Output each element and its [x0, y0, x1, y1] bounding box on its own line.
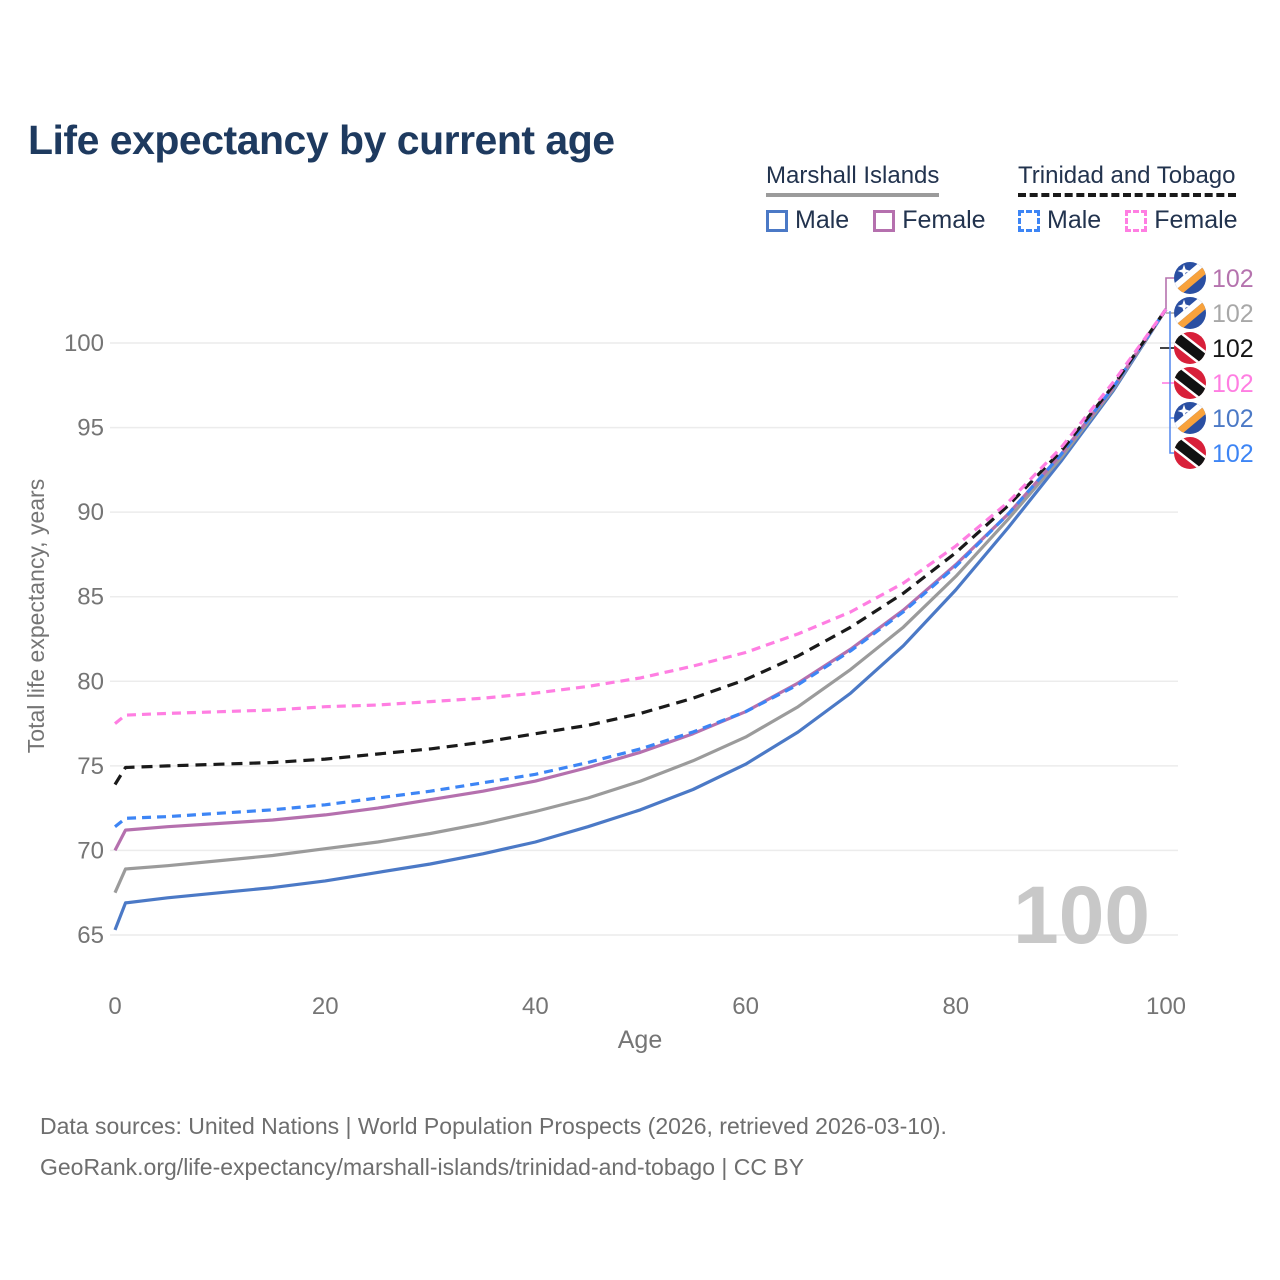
series-line-marshall-both — [113, 308, 1168, 894]
legend-group-marshall-islands: Marshall Islands Male Female — [766, 162, 986, 235]
legend-swatch-trinidad-male-icon — [1018, 209, 1040, 232]
legend-item-marshall-male[interactable]: Male — [766, 206, 849, 235]
flag-marshall-islands-icon — [1174, 297, 1206, 329]
hover-age-watermark: 100 — [1013, 870, 1150, 961]
y-tick-label: 80 — [77, 668, 104, 695]
chart-footer: Data sources: United Nations | World Pop… — [40, 1106, 1190, 1188]
legend-items-trinidad: Male Female — [1018, 206, 1238, 235]
y-tick-label: 70 — [77, 837, 104, 864]
endpoint-value-label-trinidad-female: 102 — [1212, 370, 1254, 398]
series-line-trinidad-both — [113, 308, 1168, 786]
flag-trinidad-tobago-icon — [1174, 367, 1206, 399]
flag-trinidad-tobago-icon — [1174, 332, 1206, 364]
flag-marshall-islands-icon — [1174, 402, 1206, 434]
connector-male-bracket — [1169, 311, 1174, 454]
y-tick-label: 65 — [77, 922, 104, 949]
chart-canvas: 65 70 75 80 85 90 95 100 100 0 20 40 60 80 100 Age Total… — [23, 262, 1254, 1054]
series-line-marshall-male — [113, 308, 1168, 931]
series-line-trinidad-female — [113, 308, 1168, 725]
endpoint-value-label-trinidad-male: 102 — [1212, 440, 1254, 468]
legend-header-marshall-islands[interactable]: Marshall Islands — [766, 162, 940, 198]
legend-item-trinidad-male[interactable]: Male — [1018, 206, 1101, 235]
legend-item-trinidad-female[interactable]: Female — [1125, 206, 1238, 235]
legend-header-trinidad-tobago[interactable]: Trinidad and Tobago — [1018, 162, 1236, 198]
legend-item-label: Female — [1154, 206, 1238, 235]
endpoint-value-label-marshall-both: 102 — [1212, 300, 1254, 328]
y-tick-label: 75 — [77, 753, 104, 780]
endpoint-value-label-marshall-female: 102 — [1212, 265, 1254, 293]
flag-trinidad-tobago-icon — [1174, 437, 1206, 469]
y-tick-label: 100 — [64, 330, 104, 357]
legend-group-trinidad-tobago: Trinidad and Tobago Male Female — [1018, 162, 1238, 235]
page-title: Life expectancy by current age — [28, 117, 615, 164]
y-tick-label: 90 — [77, 499, 104, 526]
legend-item-label: Female — [902, 206, 986, 235]
legend-swatch-trinidad-female-icon — [1125, 209, 1148, 232]
x-tick-label: 40 — [522, 993, 549, 1020]
endpoint-value-label-marshall-male: 102 — [1212, 405, 1254, 433]
x-tick-label: 0 — [108, 993, 121, 1020]
y-tick-label: 95 — [77, 415, 104, 442]
series-line-marshall-female — [113, 308, 1168, 852]
legend-item-marshall-female[interactable]: Female — [873, 206, 986, 235]
flag-marshall-islands-icon — [1174, 262, 1206, 294]
x-tick-label: 80 — [942, 993, 969, 1020]
legend-swatch-marshall-male-icon — [766, 209, 788, 232]
endpoint-value-label-trinidad-both: 102 — [1212, 335, 1254, 363]
y-axis-title: Total life expectancy, years — [23, 479, 49, 753]
x-tick-label: 100 — [1146, 993, 1186, 1020]
connector-marshall-female — [1165, 277, 1174, 310]
legend: Marshall Islands Male Female Trinidad an… — [0, 162, 1280, 243]
legend-item-label: Male — [795, 206, 850, 235]
footer-data-sources: Data sources: United Nations | World Pop… — [40, 1113, 947, 1139]
legend-swatch-marshall-female-icon — [873, 209, 896, 232]
x-axis-title: Age — [618, 1026, 662, 1054]
series-line-trinidad-male — [114, 308, 1168, 828]
legend-items-marshall: Male Female — [766, 206, 986, 235]
footer-attribution-url: GeoRank.org/life-expectancy/marshall-isl… — [40, 1154, 805, 1180]
legend-item-label: Male — [1047, 206, 1102, 235]
x-tick-label: 20 — [312, 993, 339, 1020]
x-tick-label: 60 — [732, 993, 759, 1020]
y-tick-label: 85 — [77, 584, 104, 611]
